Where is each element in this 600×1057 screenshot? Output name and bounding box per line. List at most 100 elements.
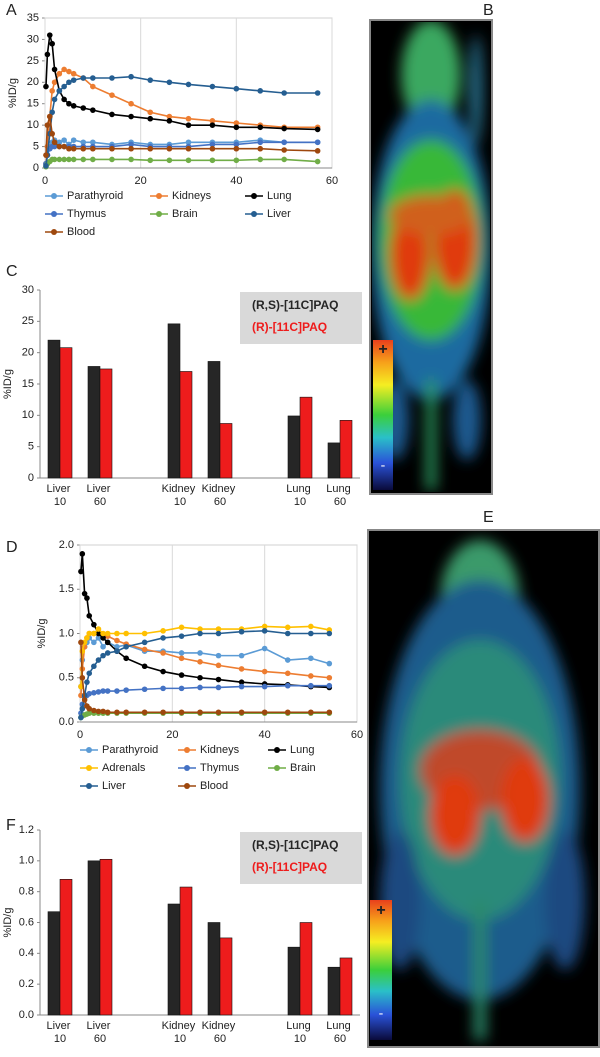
y-tick-label: 20 [27, 76, 39, 88]
legend-swatch [274, 747, 280, 753]
bar [299, 396, 313, 479]
bar [219, 937, 233, 1016]
panel-label: C [6, 263, 18, 280]
y-tick-label: 5 [28, 441, 34, 453]
data-point [160, 650, 166, 656]
data-point [178, 685, 185, 692]
data-point [281, 139, 287, 146]
data-point [185, 81, 192, 88]
data-point [66, 79, 72, 86]
data-point [284, 630, 291, 637]
data-point [49, 130, 55, 137]
y-tick-label: 0 [28, 472, 34, 484]
legend-swatch [184, 783, 190, 789]
y-axis-label: %ID/g [36, 619, 48, 649]
data-point [51, 139, 58, 146]
legend-swatch [86, 747, 92, 753]
data-point [66, 100, 72, 107]
data-point [91, 630, 97, 637]
data-point [114, 643, 120, 650]
data-point [178, 709, 185, 716]
data-point [238, 709, 245, 716]
data-point [166, 157, 173, 164]
data-point [257, 156, 264, 163]
data-point [284, 670, 291, 677]
y-tick-label: 0.2 [19, 978, 34, 990]
data-point [215, 626, 222, 632]
data-point [61, 83, 67, 90]
data-point [233, 120, 240, 126]
data-point [49, 40, 55, 47]
data-point [61, 66, 67, 73]
data-point [86, 670, 93, 677]
data-point [104, 630, 111, 637]
data-point [61, 143, 67, 150]
y-tick-label: 15 [22, 378, 34, 390]
data-point [185, 115, 192, 122]
legend-swatch [86, 765, 92, 771]
data-point [215, 652, 222, 659]
data-point [79, 674, 86, 681]
series-line [45, 75, 318, 166]
data-point [166, 145, 173, 152]
legend-swatch [184, 747, 190, 753]
y-tick-label: 0.5 [59, 672, 74, 684]
panel-label: B [483, 2, 494, 19]
data-point [109, 92, 115, 98]
data-point [78, 639, 84, 646]
data-point [197, 674, 203, 681]
data-point [197, 650, 203, 656]
data-point [257, 145, 264, 152]
bar [87, 860, 101, 1016]
data-point [209, 122, 216, 128]
data-point [109, 156, 115, 163]
data-point [66, 145, 72, 152]
data-point [91, 663, 97, 670]
data-point [209, 83, 216, 90]
legend-swatch [51, 211, 57, 217]
data-point [123, 655, 129, 662]
data-point [49, 109, 55, 116]
scale-min: - [381, 457, 386, 473]
data-point [141, 630, 148, 637]
data-point [128, 73, 134, 80]
data-point [160, 635, 166, 641]
data-point [91, 639, 97, 646]
x-tick-label: Lung 10 [286, 1020, 314, 1045]
data-point [314, 158, 321, 165]
data-point [128, 113, 134, 120]
data-point [215, 662, 222, 669]
data-point [314, 126, 321, 133]
data-point [215, 630, 222, 637]
data-point [114, 709, 120, 716]
x-tick-label: 40 [259, 729, 271, 741]
bar [167, 323, 181, 479]
data-point [66, 68, 72, 75]
data-point [56, 70, 63, 77]
legend-label: Parathyroid [67, 190, 123, 202]
data-point [261, 683, 268, 690]
data-point [104, 650, 111, 656]
legend-swatch [274, 765, 280, 771]
bar [167, 903, 181, 1016]
legend-label: Blood [67, 226, 95, 238]
bar [87, 366, 101, 479]
data-point [100, 635, 106, 641]
x-tick-label: Liver 10 [47, 483, 74, 508]
data-point [308, 709, 314, 716]
data-point [261, 709, 268, 716]
y-tick-label: 30 [27, 33, 39, 45]
bar [99, 858, 113, 1016]
legend-swatch [51, 193, 57, 199]
data-point [43, 163, 49, 169]
data-point [261, 628, 268, 634]
data-point [123, 643, 129, 650]
data-point [233, 145, 240, 152]
bar [287, 946, 301, 1016]
data-point [257, 124, 264, 131]
data-point [178, 650, 185, 656]
data-point [79, 648, 86, 654]
data-point [70, 156, 77, 163]
x-tick-label: Lung 60 [326, 483, 354, 508]
data-point [257, 88, 264, 94]
